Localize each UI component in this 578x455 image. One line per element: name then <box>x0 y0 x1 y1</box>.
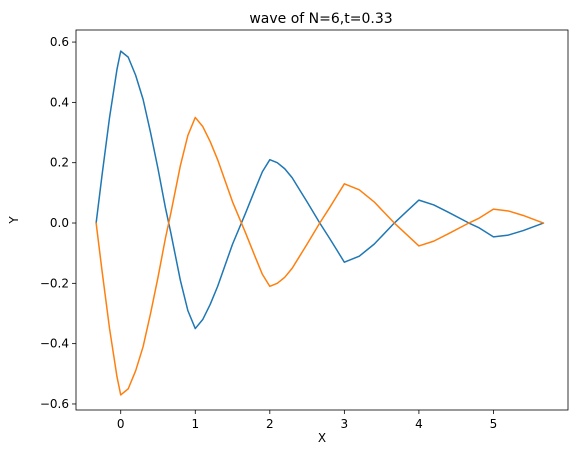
series-line-2 <box>95 116 545 396</box>
y-tick-label: 0.2 <box>50 156 69 170</box>
y-tick-label: 0.4 <box>50 95 69 109</box>
x-tick-label: 3 <box>341 417 349 431</box>
chart-title: wave of N=6,t=0.33 <box>249 11 392 27</box>
y-tick-label: −0.4 <box>40 337 69 351</box>
x-tick-label: 0 <box>117 417 125 431</box>
x-tick-label: 5 <box>490 417 498 431</box>
y-axis-label: Y <box>7 216 21 225</box>
x-axis-label: X <box>318 431 326 445</box>
y-tick-label: −0.2 <box>40 276 69 290</box>
x-tick-label: 4 <box>415 417 423 431</box>
y-tick-label: 0.0 <box>50 216 69 230</box>
y-tick-label: 0.6 <box>50 35 69 49</box>
x-axis: 0 1 2 3 4 5 <box>117 410 497 431</box>
series-line-1 <box>95 50 545 330</box>
series-layer <box>95 50 545 396</box>
x-tick-label: 2 <box>266 417 274 431</box>
y-axis: −0.6 −0.4 −0.2 0.0 0.2 0.4 0.6 <box>40 35 76 411</box>
x-tick-label: 1 <box>191 417 199 431</box>
y-tick-label: −0.6 <box>40 397 69 411</box>
plot-area-frame <box>75 29 569 411</box>
